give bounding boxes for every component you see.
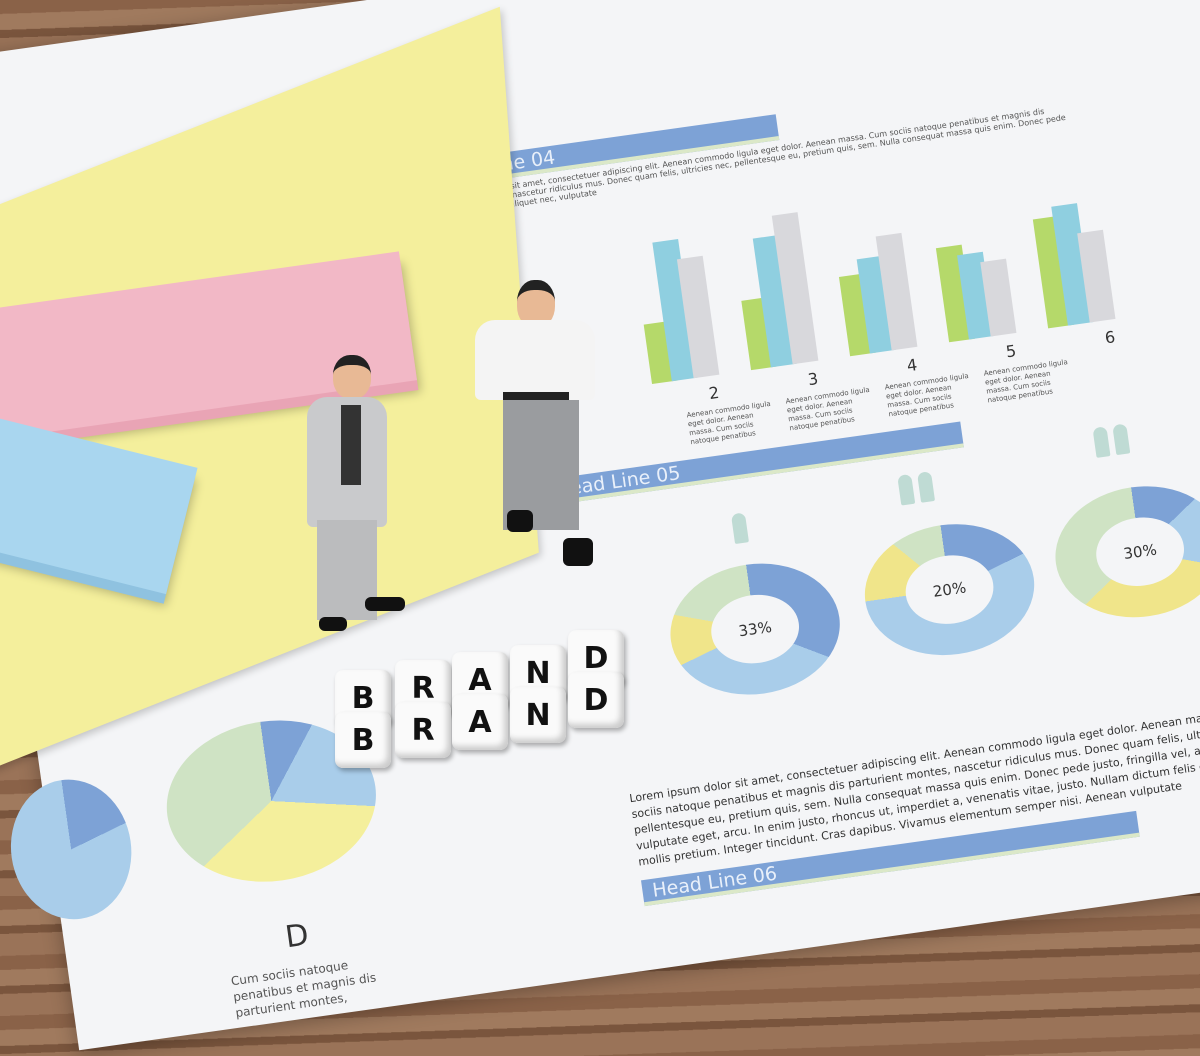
bar-caption: Aenean commodo ligula eget dolor. Aenean… bbox=[884, 371, 970, 419]
bar-caption: Aenean commodo ligula eget dolor. Aenean… bbox=[785, 385, 871, 433]
bar-caption: Aenean commodo ligula eget dolor. Aenean… bbox=[686, 399, 772, 447]
donut-label: 30% bbox=[1091, 512, 1189, 592]
letter-block: R bbox=[395, 702, 451, 758]
bar-label: 3 bbox=[806, 368, 820, 390]
donut-chart-30: 30% bbox=[1046, 475, 1200, 628]
partial-pie-chart bbox=[1, 771, 141, 928]
person-icon bbox=[916, 471, 936, 503]
bar-label: 2 bbox=[707, 382, 721, 404]
letter-block: D bbox=[568, 672, 624, 728]
person-icon bbox=[1092, 426, 1111, 458]
pie-caption: Cum sociis natoque penatibus et magnis d… bbox=[230, 958, 377, 1021]
figurine-suit bbox=[285, 355, 415, 655]
bar-label: 4 bbox=[905, 355, 919, 376]
donut-chart-33: 33% bbox=[661, 552, 849, 706]
person-icon bbox=[1112, 423, 1131, 456]
bar-label: 6 bbox=[1103, 327, 1117, 348]
person-icon bbox=[897, 473, 916, 506]
person-icon bbox=[730, 512, 749, 545]
donut-label: 33% bbox=[706, 589, 804, 669]
letter-block: A bbox=[452, 694, 508, 750]
donut-label: 20% bbox=[901, 550, 999, 630]
figurine-white-shirt bbox=[465, 280, 610, 570]
letter-block: B bbox=[335, 712, 391, 768]
letter-block: N bbox=[510, 687, 566, 743]
bar-label: 5 bbox=[1004, 341, 1018, 362]
pie-label: D bbox=[283, 917, 311, 956]
donut-chart-20: 20% bbox=[856, 513, 1043, 666]
bar-caption: Aenean commodo ligula eget dolor. Aenean… bbox=[983, 358, 1069, 405]
